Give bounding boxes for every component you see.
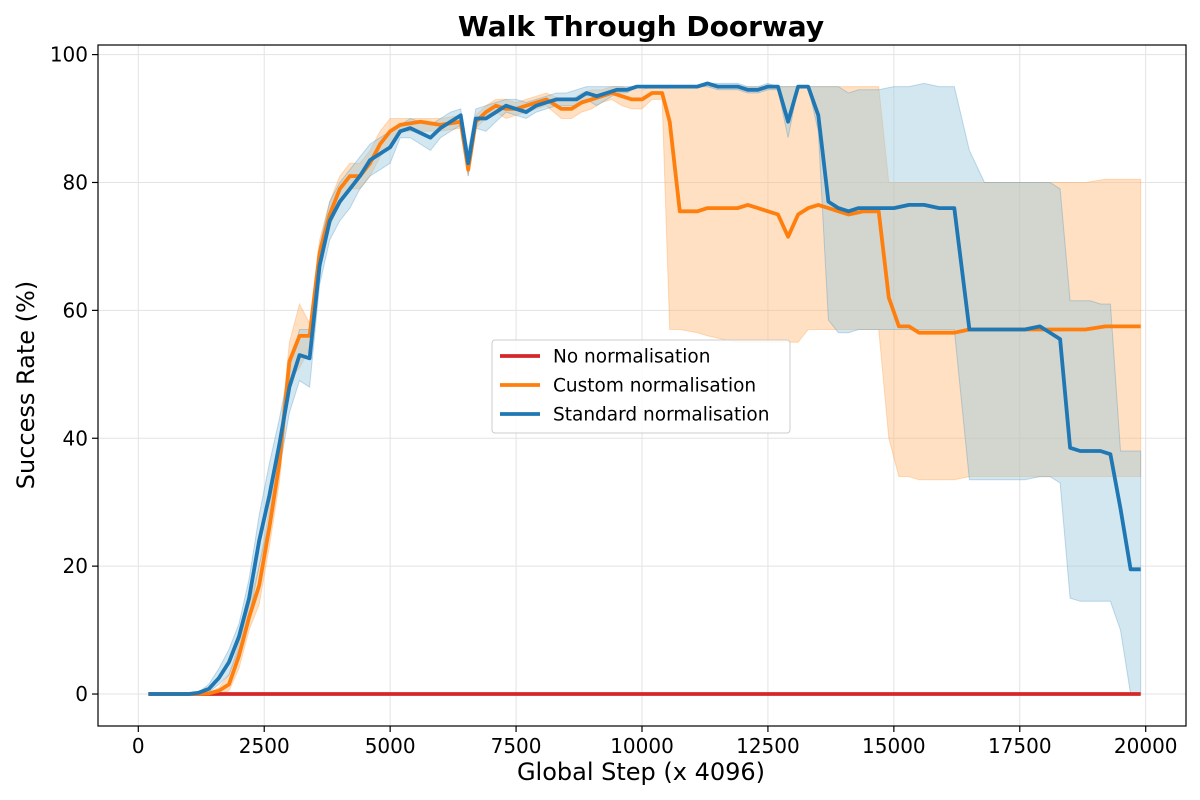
- y-tick-label: 100: [50, 43, 88, 67]
- y-tick-label: 40: [63, 426, 88, 450]
- x-tick-label: 10000: [610, 734, 674, 758]
- legend-label-1: Custom normalisation: [553, 376, 756, 397]
- x-tick-label: 20000: [1114, 734, 1178, 758]
- x-tick-label: 7500: [491, 734, 542, 758]
- series-line-1: [148, 91, 1141, 696]
- x-tick-label: 2500: [239, 734, 290, 758]
- axis-ticks: 0 2500 5000 7500 10000 12500 15000 17500 20000 0 2…: [50, 43, 1178, 758]
- legend-label-2: Standard normalisation: [553, 405, 769, 426]
- x-tick-label: 12500: [736, 734, 800, 758]
- series-band-2: [148, 82, 1142, 695]
- x-tick-label: 5000: [365, 734, 416, 758]
- y-tick-label: 0: [75, 682, 88, 706]
- legend-box: [491, 339, 791, 434]
- y-tick-label: 60: [63, 298, 88, 322]
- legend-label-0: No normalisation: [553, 347, 710, 368]
- x-tick-label: 17500: [988, 734, 1052, 758]
- y-tick-label: 80: [63, 170, 88, 194]
- series-line-2: [148, 81, 1141, 696]
- y-axis-title: Success Rate (%): [12, 281, 40, 489]
- x-tick-label: 0: [132, 734, 145, 758]
- x-axis-title: Global Step (x 4096): [517, 758, 765, 786]
- y-tick-label: 20: [63, 554, 88, 578]
- chart-title: Walk Through Doorway: [458, 10, 824, 43]
- legend: No normalisation Custom normalisation Stan…: [491, 339, 791, 434]
- x-tick-label: 15000: [862, 734, 926, 758]
- series-lines: [148, 81, 1141, 696]
